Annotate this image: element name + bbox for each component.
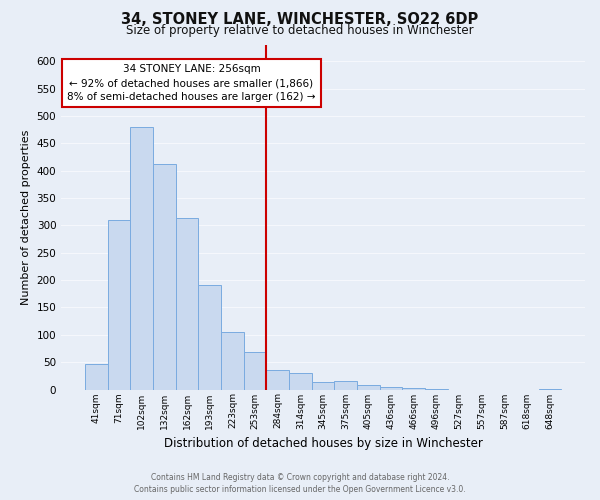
Text: 34 STONEY LANE: 256sqm
← 92% of detached houses are smaller (1,866)
8% of semi-d: 34 STONEY LANE: 256sqm ← 92% of detached… bbox=[67, 64, 316, 102]
Bar bbox=[221, 332, 244, 390]
Bar bbox=[244, 352, 266, 390]
Text: Size of property relative to detached houses in Winchester: Size of property relative to detached ho… bbox=[126, 24, 474, 37]
X-axis label: Distribution of detached houses by size in Winchester: Distribution of detached houses by size … bbox=[164, 437, 482, 450]
Bar bbox=[380, 387, 403, 390]
Bar bbox=[85, 364, 107, 390]
Bar bbox=[334, 382, 357, 390]
Bar bbox=[176, 218, 199, 390]
Bar bbox=[425, 389, 448, 390]
Bar bbox=[266, 370, 289, 390]
Y-axis label: Number of detached properties: Number of detached properties bbox=[21, 130, 31, 305]
Bar bbox=[312, 382, 334, 390]
Text: Contains HM Land Registry data © Crown copyright and database right 2024.
Contai: Contains HM Land Registry data © Crown c… bbox=[134, 472, 466, 494]
Bar bbox=[153, 164, 176, 390]
Text: 34, STONEY LANE, WINCHESTER, SO22 6DP: 34, STONEY LANE, WINCHESTER, SO22 6DP bbox=[121, 12, 479, 28]
Bar bbox=[130, 127, 153, 390]
Bar bbox=[199, 284, 221, 390]
Bar bbox=[403, 388, 425, 390]
Bar bbox=[107, 220, 130, 390]
Bar bbox=[539, 389, 561, 390]
Bar bbox=[289, 373, 312, 390]
Bar bbox=[357, 385, 380, 390]
